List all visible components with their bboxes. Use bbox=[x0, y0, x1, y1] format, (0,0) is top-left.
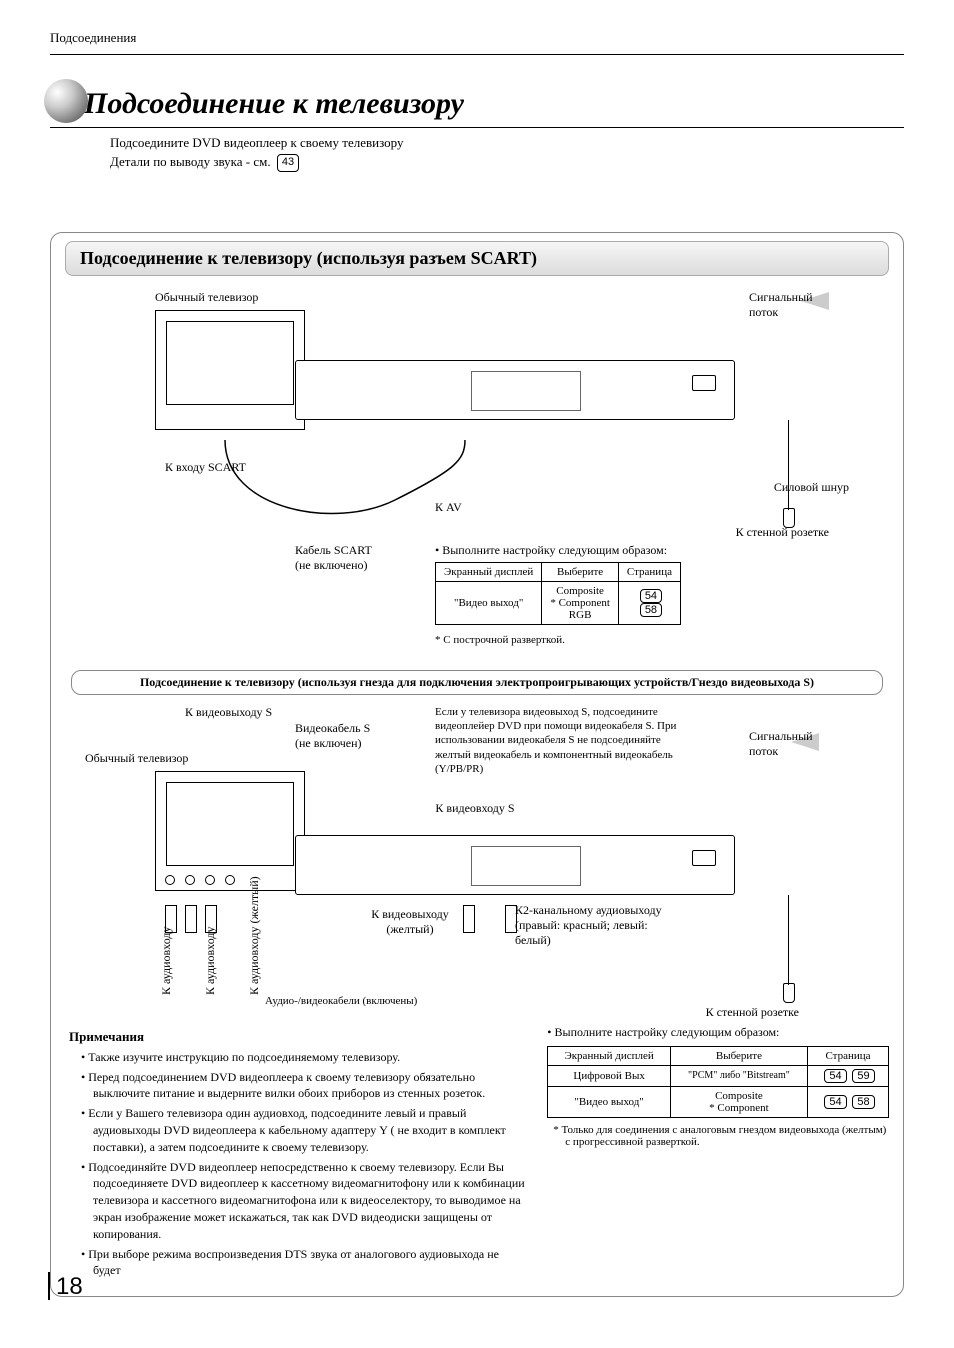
title-rule bbox=[50, 127, 904, 128]
subtitle-block: Подсоедините DVD видеоплеер к своему тел… bbox=[50, 134, 904, 172]
td-page: 54 58 bbox=[618, 581, 680, 624]
list-item: Также изучите инструкцию по подсоединяем… bbox=[81, 1049, 527, 1066]
notes-column: Примечания Также изучите инструкцию по п… bbox=[65, 1025, 527, 1282]
tv-graphic bbox=[155, 310, 305, 430]
list-item: Перед подсоединением DVD видеоплеера к с… bbox=[81, 1069, 527, 1103]
sphere-decoration bbox=[44, 79, 88, 123]
scart-cable-graphic bbox=[215, 430, 495, 550]
notes-list: Также изучите инструкцию по подсоединяем… bbox=[65, 1049, 527, 1279]
bottom-columns: Примечания Также изучите инструкцию по п… bbox=[65, 1025, 889, 1282]
td-select: Composite * Component RGB bbox=[542, 581, 619, 624]
td-select: "PCM" либо "Bitstream" bbox=[670, 1065, 807, 1086]
label-av-cables: Аудио-/видеокабели (включены) bbox=[265, 995, 417, 1009]
th-display: Экранный дисплей bbox=[548, 1046, 671, 1065]
section-header: Подсоединения bbox=[50, 30, 904, 46]
page-ref-badge: 54 bbox=[640, 589, 662, 603]
table-row: Экранный дисплей Выберите Страница bbox=[548, 1046, 889, 1065]
label-setup-note-2: • Выполните настройку следующим образом: bbox=[547, 1025, 889, 1040]
label-signal-flow: Сигнальный поток bbox=[749, 290, 829, 320]
label-power-cord: Силовой шнур bbox=[774, 480, 849, 495]
notes-title: Примечания bbox=[69, 1029, 527, 1045]
svideo-diagram: К видеовыходу S Видеокабель S (не включе… bbox=[65, 705, 889, 1025]
th-display: Экранный дисплей bbox=[436, 562, 542, 581]
header-rule bbox=[50, 54, 904, 55]
panel-heading-scart: Подсоединение к телевизору (используя ра… bbox=[65, 241, 889, 276]
td-page: 54 59 bbox=[807, 1065, 888, 1086]
table-row: Экранный дисплей Выберите Страница bbox=[436, 562, 681, 581]
page-number: 18 bbox=[48, 1272, 83, 1301]
label-tv2: Обычный телевизор bbox=[85, 751, 188, 766]
power-cord-line bbox=[788, 420, 789, 510]
td-display: "Видео выход" bbox=[548, 1086, 671, 1117]
th-page: Страница bbox=[807, 1046, 888, 1065]
label-setup-note-1: • Выполните настройку следующим образом: bbox=[435, 543, 667, 558]
subtitle-line1: Подсоедините DVD видеоплеер к своему тел… bbox=[110, 134, 904, 153]
page-ref-badge: 59 bbox=[852, 1069, 874, 1083]
td-display: Цифровой Вых bbox=[548, 1065, 671, 1086]
svideo-note-text: Если у телевизора видеовыход S, подсоеди… bbox=[435, 705, 685, 776]
label-wall-outlet: К стенной розетке bbox=[736, 525, 829, 540]
tv-graphic-2 bbox=[155, 771, 305, 891]
label-audio-2ch: К2-канальному аудиовыходу (правый: красн… bbox=[515, 903, 675, 948]
td-page: 54 58 bbox=[807, 1086, 888, 1117]
list-item: Подсоединяйте DVD видеоплеер непосредств… bbox=[81, 1159, 527, 1243]
th-page: Страница bbox=[618, 562, 680, 581]
title-block: Подсоединение к телевизору bbox=[50, 85, 904, 121]
label-video-in-yellow: К аудиовходу (желтый) bbox=[247, 875, 262, 995]
label-scart-cable: Кабель SCART (не включено) bbox=[295, 543, 372, 573]
page-ref-badge: 54 bbox=[824, 1069, 846, 1083]
label-wall-outlet-2: К стенной розетке bbox=[706, 1005, 799, 1020]
td-select: Composite * Component bbox=[670, 1086, 807, 1117]
list-item: Если у Вашего телевизора один аудиовход,… bbox=[81, 1105, 527, 1155]
table-footnote-2: * Только для соединения с аналоговым гне… bbox=[547, 1124, 889, 1148]
page-ref-badge: 58 bbox=[852, 1095, 874, 1109]
page-ref-badge: 54 bbox=[824, 1095, 846, 1109]
settings-column: • Выполните настройку следующим образом:… bbox=[547, 1025, 889, 1282]
table-footnote-1: * С построчной разверткой. bbox=[435, 634, 565, 648]
page-ref-badge: 58 bbox=[640, 603, 662, 617]
scart-diagram: Обычный телевизор Сигнальный поток К вхо… bbox=[65, 290, 889, 650]
subtitle-line2-text: Детали по выводу звука - см. bbox=[110, 154, 271, 169]
label-tv: Обычный телевизор bbox=[155, 290, 258, 305]
power-cord-line-2 bbox=[788, 895, 789, 985]
th-select: Выберите bbox=[670, 1046, 807, 1065]
td-display: "Видео выход" bbox=[436, 581, 542, 624]
dvd-player-graphic bbox=[295, 360, 735, 420]
th-select: Выберите bbox=[542, 562, 619, 581]
page-ref-badge: 43 bbox=[277, 154, 299, 172]
label-svideo-out: К видеовыходу S bbox=[185, 705, 272, 720]
connection-panel: Подсоединение к телевизору (используя ра… bbox=[50, 232, 904, 1297]
plug-graphic-2 bbox=[783, 983, 795, 1003]
page-title: Подсоединение к телевизору bbox=[50, 85, 904, 121]
list-item: При выборе режима воспроизведения DTS зв… bbox=[81, 1246, 527, 1280]
scart-settings-table: Экранный дисплей Выберите Страница "Виде… bbox=[435, 562, 681, 625]
label-svideo-in: К видеовходу S bbox=[435, 801, 515, 816]
label-s-cable: Видеокабель S (не включен) bbox=[295, 721, 370, 751]
subtitle-line2: Детали по выводу звука - см. 43 bbox=[110, 153, 904, 172]
table-row: "Видео выход" Composite * Component RGB … bbox=[436, 581, 681, 624]
table-row: Цифровой Вых "PCM" либо "Bitstream" 54 5… bbox=[548, 1065, 889, 1086]
table-row: "Видео выход" Composite * Component 54 5… bbox=[548, 1086, 889, 1117]
plug-graphic bbox=[783, 508, 795, 528]
label-video-out-yellow: К видеовыходу (желтый) bbox=[355, 907, 465, 937]
panel-heading-svideo: Подсоединение к телевизору (используя гн… bbox=[71, 670, 883, 695]
label-signal-flow-2: Сигнальный поток bbox=[749, 729, 839, 759]
dvd-player-graphic-2 bbox=[295, 835, 735, 895]
settings-table-2: Экранный дисплей Выберите Страница Цифро… bbox=[547, 1046, 889, 1118]
